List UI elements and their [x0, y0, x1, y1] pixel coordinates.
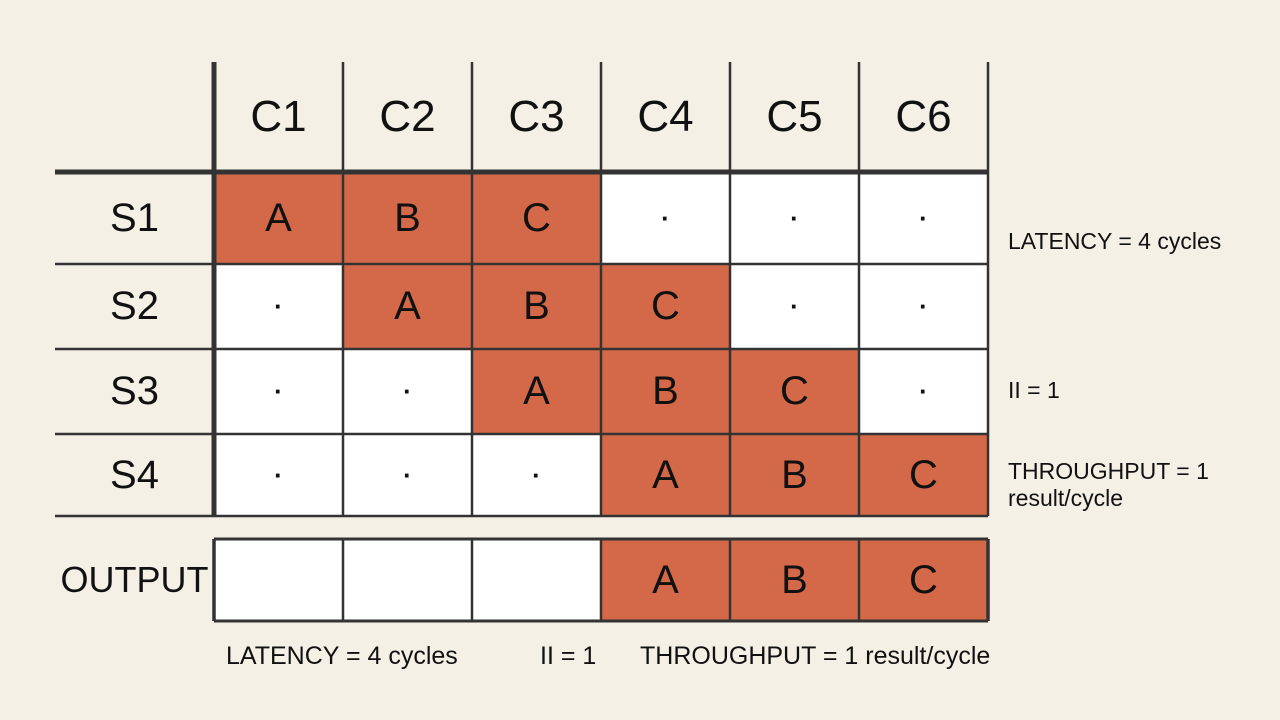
empty-cell	[214, 349, 343, 434]
active-cell	[601, 264, 730, 349]
empty-cell	[730, 264, 859, 349]
active-cell	[214, 172, 343, 264]
cell-label: C	[651, 284, 680, 328]
stage-label-s2: S2	[110, 284, 159, 328]
side-note-throughput-line1: THROUGHPUT = 1	[1008, 458, 1209, 484]
cell-label: A	[523, 369, 550, 413]
idle-dot: ·	[919, 291, 928, 321]
empty-cell	[730, 172, 859, 264]
empty-cell	[859, 172, 988, 264]
active-cell	[343, 264, 472, 349]
empty-cell	[472, 434, 601, 516]
side-note-throughput: THROUGHPUT = 1 result/cycle	[1008, 458, 1209, 512]
column-header-c1: C1	[250, 92, 307, 141]
stage-label-s1: S1	[110, 195, 159, 240]
output-empty-cell	[214, 539, 343, 621]
stage-label-s3: S3	[110, 369, 159, 413]
column-header-c5: C5	[766, 92, 823, 141]
column-header-c2: C2	[379, 92, 436, 141]
side-note-ii: II = 1	[1008, 377, 1060, 403]
cell-label: A	[652, 452, 679, 497]
cell-label: C	[780, 369, 809, 413]
output-cell-label: A	[652, 557, 679, 602]
cell-label: B	[523, 284, 550, 328]
output-cell-label: C	[909, 557, 938, 602]
cell-label: C	[909, 452, 938, 497]
empty-cell	[343, 349, 472, 434]
active-cell	[859, 434, 988, 516]
column-header-c6: C6	[895, 92, 952, 141]
empty-cell	[214, 434, 343, 516]
empty-cell	[859, 264, 988, 349]
empty-cell	[601, 172, 730, 264]
empty-cell	[214, 264, 343, 349]
cell-label: C	[522, 195, 551, 240]
output-empty-cell	[472, 539, 601, 621]
cell-label: B	[781, 452, 808, 497]
output-active-cell	[601, 539, 730, 621]
column-header-c4: C4	[637, 92, 694, 141]
active-cell	[601, 349, 730, 434]
active-cell	[601, 434, 730, 516]
idle-dot: ·	[661, 202, 670, 233]
active-cell	[472, 264, 601, 349]
active-cell	[730, 434, 859, 516]
output-active-cell	[859, 539, 988, 621]
cell-label: A	[394, 284, 421, 328]
cell-label: A	[265, 195, 292, 240]
side-note-throughput-line2: result/cycle	[1008, 485, 1124, 511]
idle-dot: ·	[403, 459, 412, 490]
cell-label: B	[394, 195, 421, 240]
output-label: OUTPUT	[60, 559, 209, 600]
idle-dot: ·	[919, 376, 928, 406]
active-cell	[343, 172, 472, 264]
empty-cell	[343, 434, 472, 516]
idle-dot: ·	[274, 459, 283, 490]
idle-dot: ·	[274, 291, 283, 321]
cell-label: B	[652, 369, 679, 413]
empty-cell	[859, 349, 988, 434]
active-cell	[730, 349, 859, 434]
idle-dot: ·	[532, 459, 541, 490]
side-note-latency: LATENCY = 4 cycles	[1008, 228, 1222, 254]
idle-dot: ·	[790, 202, 799, 233]
bottom-note-ii: II = 1	[540, 642, 597, 670]
active-cell	[472, 349, 601, 434]
column-header-c3: C3	[508, 92, 565, 141]
bottom-note-throughput: THROUGHPUT = 1 result/cycle	[640, 642, 991, 670]
output-active-cell	[730, 539, 859, 621]
idle-dot: ·	[919, 202, 928, 233]
idle-dot: ·	[274, 376, 283, 406]
output-empty-cell	[343, 539, 472, 621]
stage-label-s4: S4	[110, 452, 159, 497]
bottom-note-latency: LATENCY = 4 cycles	[226, 642, 458, 670]
idle-dot: ·	[790, 291, 799, 321]
idle-dot: ·	[403, 376, 412, 406]
active-cell	[472, 172, 601, 264]
output-cell-label: B	[781, 557, 808, 602]
